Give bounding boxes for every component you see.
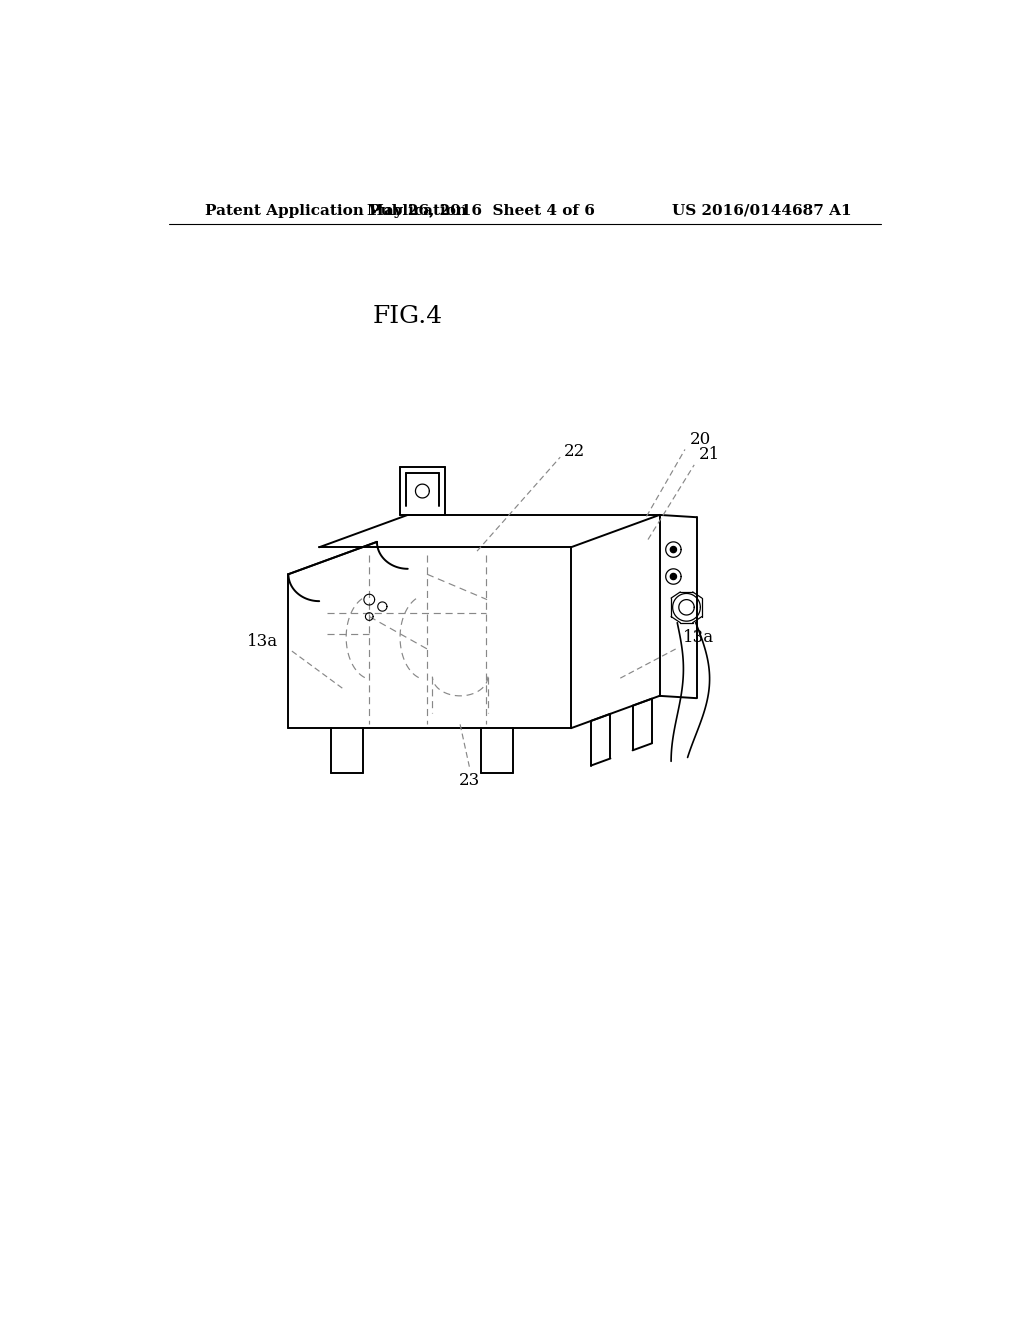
Text: May 26, 2016  Sheet 4 of 6: May 26, 2016 Sheet 4 of 6 bbox=[367, 203, 595, 218]
Text: 20: 20 bbox=[689, 430, 711, 447]
Text: 13a: 13a bbox=[683, 628, 715, 645]
Text: 23: 23 bbox=[459, 772, 480, 789]
Circle shape bbox=[671, 546, 677, 553]
Text: 13a: 13a bbox=[247, 634, 279, 651]
Text: Patent Application Publication: Patent Application Publication bbox=[205, 203, 467, 218]
Text: US 2016/0144687 A1: US 2016/0144687 A1 bbox=[672, 203, 852, 218]
Text: 21: 21 bbox=[698, 446, 720, 463]
Text: 22: 22 bbox=[564, 442, 586, 459]
Circle shape bbox=[671, 573, 677, 579]
Text: FIG.4: FIG.4 bbox=[373, 305, 442, 327]
